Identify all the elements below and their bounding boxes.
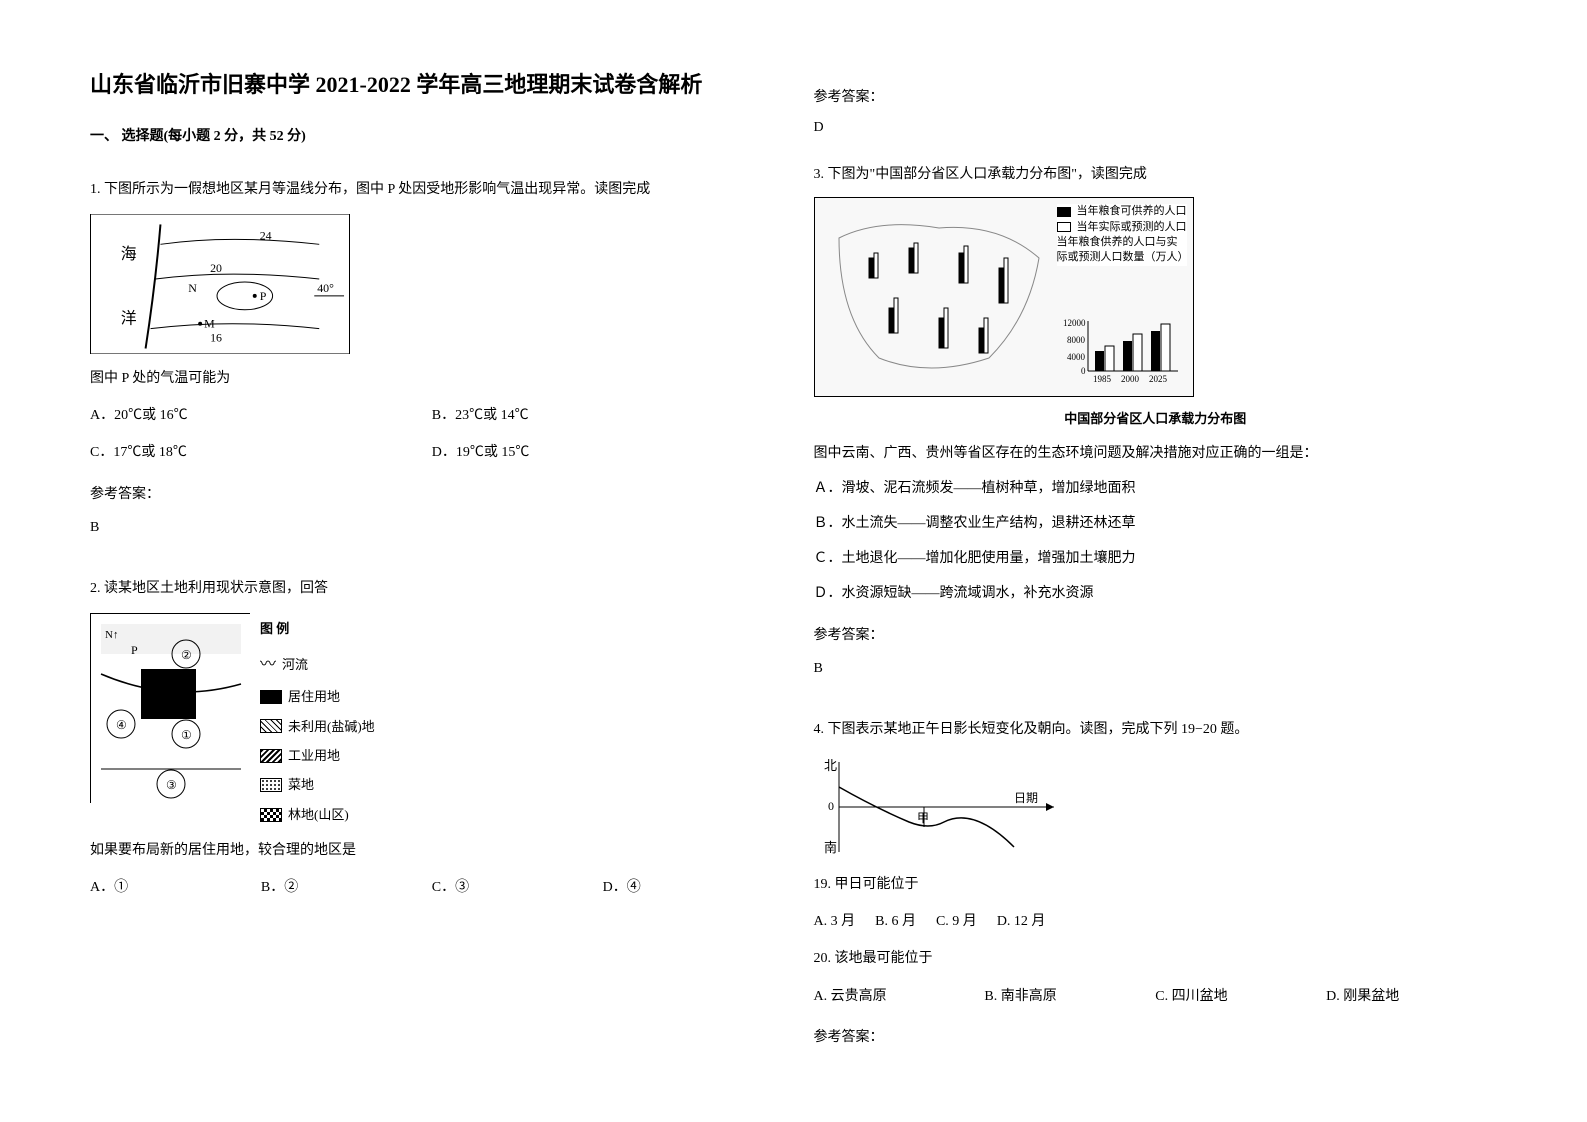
section-header: 一、 选择题(每小题 2 分，共 52 分) [90, 125, 774, 145]
svg-text:N: N [188, 281, 197, 295]
svg-text:南: 南 [824, 840, 837, 855]
svg-text:40°: 40° [317, 281, 334, 295]
q1-answer-label: 参考答案： [90, 482, 774, 507]
q3-figure: 当年粮食可供养的人口 当年实际或预测的人口 当年粮食供养的人口与实际或预测人口数… [814, 197, 1194, 397]
svg-text:0: 0 [1081, 366, 1086, 376]
q3-answer-label: 参考答案： [814, 623, 1498, 648]
q1-opt-d: D．19℃或 15℃ [432, 440, 774, 465]
legend-vegetable: 菜地 [260, 773, 375, 796]
label-ocean: 洋 [121, 310, 137, 328]
q2-answer: D [814, 120, 1498, 136]
q1-opt-a: A．20℃或 16℃ [90, 403, 432, 428]
svg-text:4000: 4000 [1067, 352, 1086, 362]
q19-opt-d: D. 12 月 [997, 909, 1046, 934]
q19-opt-b: B. 6 月 [875, 909, 916, 934]
q2-opt-d: D．④ [603, 875, 774, 900]
svg-text:12000: 12000 [1063, 318, 1086, 328]
q4-stem: 4. 下图表示某地正午日影长短变化及朝向。读图，完成下列 19−20 题。 [814, 717, 1498, 742]
q2-answer-label: 参考答案： [814, 86, 1498, 106]
q3-inner-legend: 当年粮食可供养的人口 当年实际或预测的人口 当年粮食供养的人口与实际或预测人口数… [1057, 204, 1187, 266]
q1-options-row1: A．20℃或 16℃ B．23℃或 14℃ [90, 403, 774, 428]
page-title: 山东省临沂市旧寨中学 2021-2022 学年高三地理期末试卷含解析 [90, 70, 774, 101]
q20-options: A. 云贵高原 B. 南非高原 C. 四川盆地 D. 刚果盆地 [814, 984, 1498, 1009]
q1-stem: 1. 下图所示为一假想地区某月等温线分布，图中 P 处因受地形影响气温出现异常。… [90, 177, 774, 202]
q20-opt-d: D. 刚果盆地 [1326, 984, 1497, 1009]
svg-text:0: 0 [828, 799, 834, 813]
q3-opt-d: Ｄ．水资源短缺——跨流域调水，补充水资源 [814, 581, 1498, 606]
q19-options: A. 3 月 B. 6 月 C. 9 月 D. 12 月 [814, 909, 1498, 934]
q2-map: N↑ P ② ④ ① ③ [90, 613, 250, 803]
svg-text:N↑: N↑ [105, 629, 118, 641]
svg-text:2000: 2000 [1121, 374, 1140, 384]
svg-text:③: ③ [166, 778, 177, 792]
q3-opt-a: Ａ．滑坡、泥石流频发——植树种草，增加绿地面积 [814, 476, 1498, 501]
q3-stem: 3. 下图为"中国部分省区人口承载力分布图"，读图完成 [814, 162, 1498, 187]
q2-opt-b: B．② [261, 875, 432, 900]
svg-text:①: ① [181, 728, 192, 742]
q3-options: Ａ．滑坡、泥石流频发——植树种草，增加绿地面积 Ｂ．水土流失——调整农业生产结构… [814, 476, 1498, 607]
q4-figure: 北 南 0 日期 甲 [814, 752, 1064, 862]
legend-forest: 林地(山区) [260, 803, 375, 826]
q19-stem: 19. 甲日可能位于 [814, 872, 1498, 897]
q3-inner-chart: 12000 8000 4000 0 1985 2000 2025 [1063, 316, 1183, 386]
svg-text:甲: 甲 [917, 811, 929, 825]
q20-opt-b: B. 南非高原 [984, 984, 1155, 1009]
svg-text:1985: 1985 [1093, 374, 1112, 384]
q19-opt-a: A. 3 月 [814, 909, 856, 934]
q19-opt-c: C. 9 月 [936, 909, 977, 934]
q1-sub: 图中 P 处的气温可能为 [90, 366, 774, 391]
q3-caption: 中国部分省区人口承载力分布图 [814, 407, 1498, 430]
q2-opt-c: C．③ [432, 875, 603, 900]
q20-stem: 20. 该地最可能位于 [814, 946, 1498, 971]
q3-opt-c: Ｃ．土地退化——增加化肥使用量，增强加土壤肥力 [814, 546, 1498, 571]
svg-text:20: 20 [210, 261, 222, 275]
q20-opt-a: A. 云贵高原 [814, 984, 985, 1009]
svg-text:④: ④ [116, 718, 127, 732]
svg-text:8000: 8000 [1067, 335, 1086, 345]
q2-sub: 如果要布局新的居住用地，较合理的地区是 [90, 838, 774, 863]
svg-text:北: 北 [824, 758, 837, 773]
q3-opt-b: Ｂ．水土流失——调整农业生产结构，退耕还林还草 [814, 511, 1498, 536]
q2-stem: 2. 读某地区土地利用现状示意图，回答 [90, 576, 774, 601]
q2-opt-a: A．① [90, 875, 261, 900]
svg-text:P: P [260, 289, 267, 303]
q1-opt-b: B．23℃或 14℃ [432, 403, 774, 428]
legend-title: 图 例 [260, 617, 375, 640]
q3-sub: 图中云南、广西、贵州等省区存在的生态环境问题及解决措施对应正确的一组是： [814, 441, 1498, 466]
q4-answer-label: 参考答案： [814, 1025, 1498, 1050]
svg-text:②: ② [181, 648, 192, 662]
q3-answer: B [814, 656, 1498, 681]
q1-options-row2: C．17℃或 18℃ D．19℃或 15℃ [90, 440, 774, 465]
svg-text:M: M [204, 317, 215, 331]
legend-residential: 居住用地 [260, 685, 375, 708]
svg-text:2025: 2025 [1149, 374, 1168, 384]
svg-text:P: P [131, 643, 138, 657]
q20-opt-c: C. 四川盆地 [1155, 984, 1326, 1009]
legend-river: 〰河流 [260, 651, 375, 680]
q1-opt-c: C．17℃或 18℃ [90, 440, 432, 465]
q2-figure-block: N↑ P ② ④ ① ③ [90, 613, 774, 826]
q2-legend: 图 例 〰河流 居住用地 未利用(盐碱)地 工业用地 菜地 林地(山区) [260, 613, 375, 826]
legend-unused: 未利用(盐碱)地 [260, 715, 375, 738]
q1-figure: 海 洋 24 20 16 P N M 40° [90, 214, 350, 354]
svg-text:24: 24 [260, 228, 272, 242]
label-sea: 海 [121, 245, 137, 263]
legend-industrial: 工业用地 [260, 744, 375, 767]
svg-text:16: 16 [210, 331, 222, 345]
q2-options: A．① B．② C．③ D．④ [90, 875, 774, 900]
svg-text:日期: 日期 [1014, 791, 1038, 805]
q1-answer: B [90, 515, 774, 540]
